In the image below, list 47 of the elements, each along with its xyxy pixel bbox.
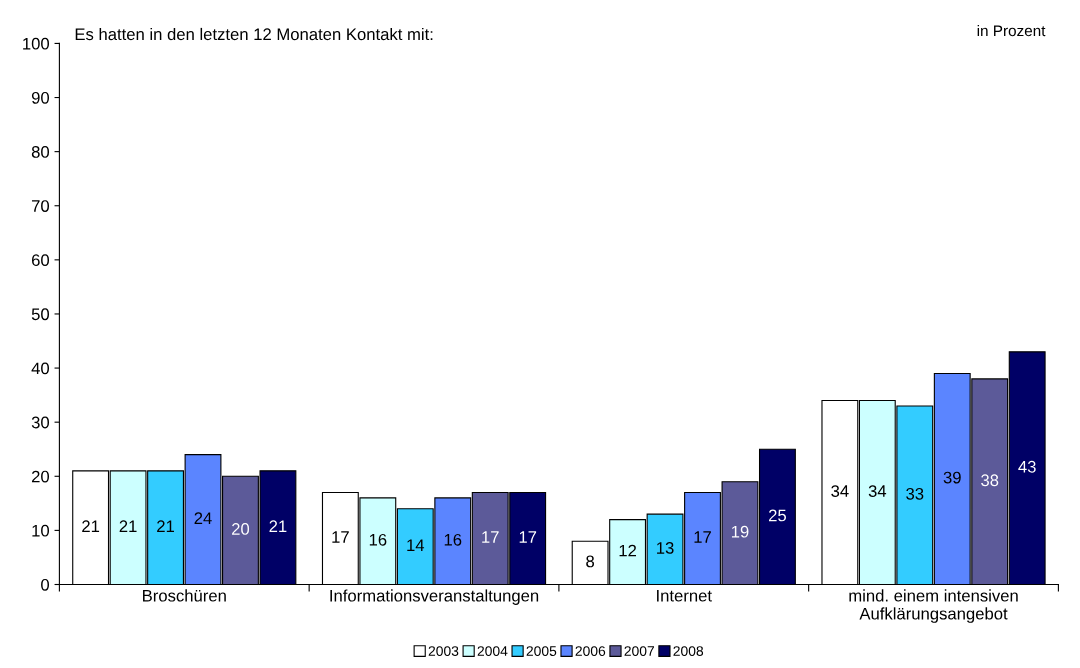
y-tick-label: 30	[31, 416, 50, 429]
data-label: 17	[519, 531, 537, 543]
x-tick-label: Broschüren	[143, 589, 226, 602]
y-tick-label: 50	[31, 308, 50, 321]
legend-label: 2005	[526, 646, 557, 656]
data-label: 16	[369, 533, 387, 546]
data-label: 25	[769, 509, 786, 522]
y-tick-label: 90	[31, 91, 50, 104]
legend-label: 2004	[477, 646, 508, 656]
data-label: 34	[868, 485, 887, 497]
data-label: 17	[482, 531, 499, 543]
legend-label: 2008	[673, 646, 704, 656]
data-label: 16	[444, 533, 462, 546]
data-label: 14	[407, 539, 425, 551]
y-tick-label: 20	[31, 470, 50, 483]
data-label: 13	[657, 542, 674, 554]
chart-title: Es hatten in den letzten 12 Monaten Kontakt mit:	[75, 27, 433, 41]
data-label: 21	[269, 520, 287, 532]
text: in Prozent	[977, 24, 1046, 37]
y-tick-label: 70	[32, 200, 50, 212]
data-label: 38	[981, 474, 999, 487]
x-tick-label: mind. einem intensiven Aufklärungsangebot	[849, 589, 1018, 623]
legend-label: 2003	[428, 646, 459, 656]
y-tick-label: 60	[31, 254, 50, 267]
data-label: 39	[943, 471, 961, 484]
legend-label: 2007	[624, 646, 655, 656]
data-label: 17	[332, 531, 349, 543]
y-tick-label: 100	[23, 37, 50, 50]
y-tick-label: 10	[32, 524, 50, 537]
data-label: 8	[586, 555, 595, 568]
x-tick-label: Internet	[657, 589, 712, 602]
data-label: 34	[831, 485, 849, 497]
data-label: 12	[619, 544, 637, 557]
legend-label: 2006	[575, 646, 606, 656]
data-label: 20	[232, 523, 250, 535]
data-label: 19	[731, 525, 749, 538]
data-label: 21	[119, 520, 137, 532]
y-tick-label: 0	[41, 578, 50, 591]
data-label: 17	[694, 531, 711, 543]
data-label: 21	[82, 520, 100, 532]
y-tick-label: 40	[31, 362, 50, 375]
data-label: 33	[906, 487, 924, 500]
x-tick-label: Informationsveranstaltungen	[330, 589, 539, 605]
data-label: 24	[194, 512, 212, 524]
data-label: 43	[1018, 460, 1036, 473]
y-tick-label: 80	[31, 146, 50, 158]
data-label: 21	[157, 520, 174, 532]
